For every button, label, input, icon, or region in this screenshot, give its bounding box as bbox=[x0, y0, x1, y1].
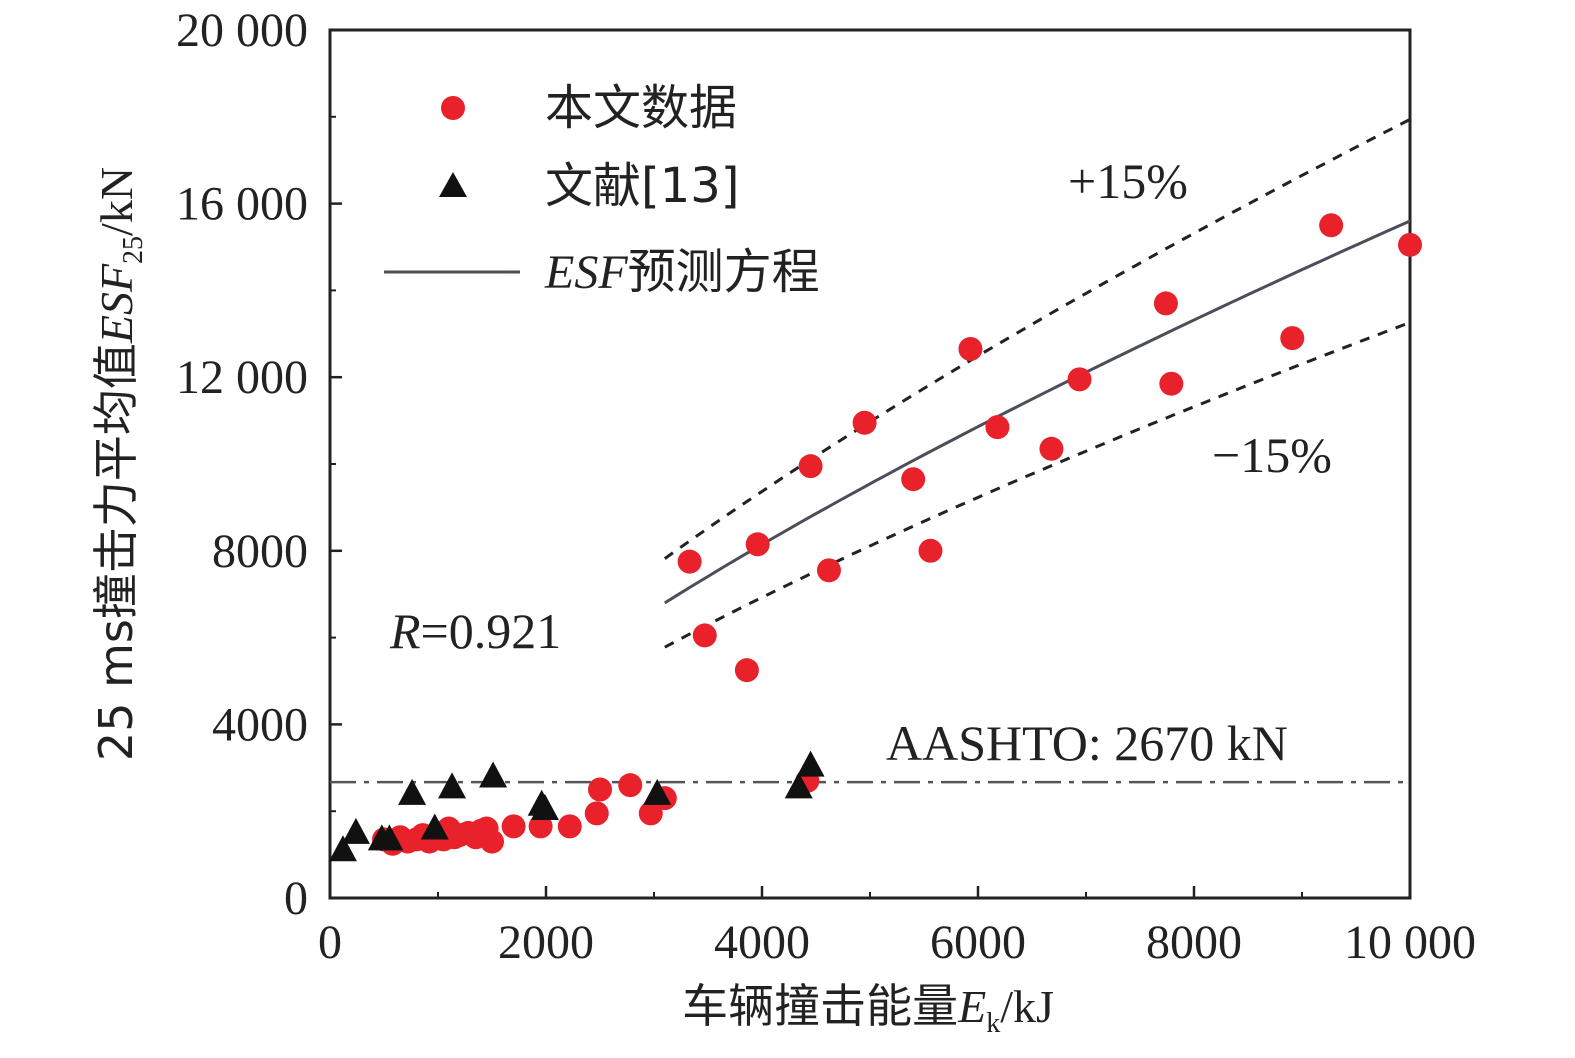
data-point-circle bbox=[1153, 291, 1178, 316]
data-point-circle bbox=[618, 773, 643, 798]
x-tick-label: 0 bbox=[318, 916, 342, 969]
legend-circle-marker bbox=[441, 96, 465, 120]
legend-label-fit: ESF预测方程 bbox=[544, 244, 820, 300]
lower-band-line bbox=[664, 321, 1411, 649]
data-point-circle bbox=[734, 658, 759, 683]
data-point-circle bbox=[852, 410, 877, 435]
data-point-circle bbox=[745, 532, 770, 557]
data-point-triangle bbox=[420, 813, 449, 840]
upper-band-label: +15% bbox=[1068, 153, 1188, 209]
x-axis-title-var: E bbox=[957, 981, 986, 1032]
data-point-circle bbox=[1039, 436, 1064, 461]
x-axis-title-sub: k bbox=[986, 1008, 1000, 1039]
data-point-circle bbox=[816, 558, 841, 583]
y-tick-label: 0 bbox=[284, 872, 308, 925]
correlation-value: =0.921 bbox=[421, 603, 562, 659]
data-point-triangle bbox=[479, 761, 508, 788]
data-point-triangle bbox=[643, 778, 672, 805]
data-point-circle bbox=[480, 829, 504, 854]
data-point-circle bbox=[677, 549, 702, 574]
band-lines bbox=[663, 118, 1411, 649]
fit-line-group bbox=[664, 219, 1411, 605]
data-point-circle bbox=[1398, 232, 1422, 257]
data-point-circle bbox=[901, 467, 926, 492]
data-point-circle bbox=[528, 814, 553, 839]
y-axis-title-var: ESF bbox=[91, 263, 142, 344]
data-point-circle bbox=[588, 777, 612, 802]
data-point-triangle bbox=[375, 824, 404, 851]
legend-label-reference: 文献[13] bbox=[545, 158, 740, 214]
upper-band-line bbox=[663, 118, 1411, 560]
data-point-circle bbox=[918, 538, 943, 563]
data-point-triangle bbox=[796, 750, 825, 777]
aashto-label: AASHTO: 2670 kN bbox=[886, 715, 1288, 771]
data-point-triangle bbox=[438, 772, 467, 799]
x-axis-title-unit: /kJ bbox=[1000, 981, 1054, 1032]
x-tick-label: 2000 bbox=[498, 916, 594, 969]
x-axis-title: 车辆撞击能量Ek/kJ bbox=[682, 979, 1054, 1039]
data-point-circle bbox=[638, 801, 663, 826]
fit-line bbox=[664, 219, 1411, 605]
data-point-triangle bbox=[341, 817, 370, 844]
data-point-triangle bbox=[398, 778, 427, 805]
data-point-circle bbox=[798, 454, 823, 479]
legend-triangle-marker bbox=[439, 172, 467, 197]
y-tick-label: 16 000 bbox=[176, 178, 308, 231]
y-tick-label: 20 000 bbox=[176, 4, 308, 57]
data-points bbox=[328, 213, 1422, 862]
x-tick-label: 10 000 bbox=[1344, 916, 1476, 969]
x-axis-title-main: 车辆撞击能量 bbox=[682, 979, 958, 1033]
data-point-circle bbox=[692, 623, 717, 648]
legend-fit-rest: 预测方程 bbox=[628, 244, 820, 300]
y-axis-title-prefix: 25 ms撞击力平均值 bbox=[89, 343, 143, 761]
legend: 本文数据 文献[13] ESF预测方程 bbox=[384, 80, 820, 300]
y-tick-label: 8000 bbox=[212, 525, 308, 578]
x-tick-label: 4000 bbox=[714, 916, 810, 969]
data-point-circle bbox=[958, 336, 983, 361]
y-axis-title-sub: 25 bbox=[118, 236, 149, 264]
x-tick-label: 8000 bbox=[1146, 916, 1242, 969]
data-point-circle bbox=[985, 415, 1010, 440]
data-point-circle bbox=[557, 814, 582, 839]
correlation-label: R=0.921 bbox=[389, 603, 561, 659]
data-point-triangle bbox=[530, 794, 559, 821]
legend-fit-var: ESF bbox=[544, 246, 628, 299]
axis-ticks: 0 2000 4000 6000 8000 10 000 0 4000 8000 12 000 16… bbox=[176, 4, 1476, 969]
y-axis-title-unit: /kN bbox=[91, 167, 142, 236]
data-point-circle bbox=[1067, 367, 1092, 392]
lower-band-label: −15% bbox=[1212, 427, 1332, 483]
x-tick-label: 6000 bbox=[930, 916, 1026, 969]
data-point-triangle bbox=[784, 772, 813, 799]
data-point-circle bbox=[1159, 371, 1184, 396]
correlation-var: R bbox=[389, 603, 421, 659]
data-point-circle bbox=[1319, 213, 1344, 238]
data-point-triangle bbox=[328, 835, 357, 862]
y-axis-title: 25 ms撞击力平均值ESF25/kN bbox=[89, 167, 149, 761]
y-tick-label: 12 000 bbox=[176, 351, 308, 404]
legend-label-data: 本文数据 bbox=[545, 80, 737, 136]
data-point-circle bbox=[1280, 326, 1305, 351]
y-tick-label: 4000 bbox=[212, 698, 308, 751]
data-point-circle bbox=[584, 801, 609, 826]
data-point-circle bbox=[501, 814, 526, 839]
